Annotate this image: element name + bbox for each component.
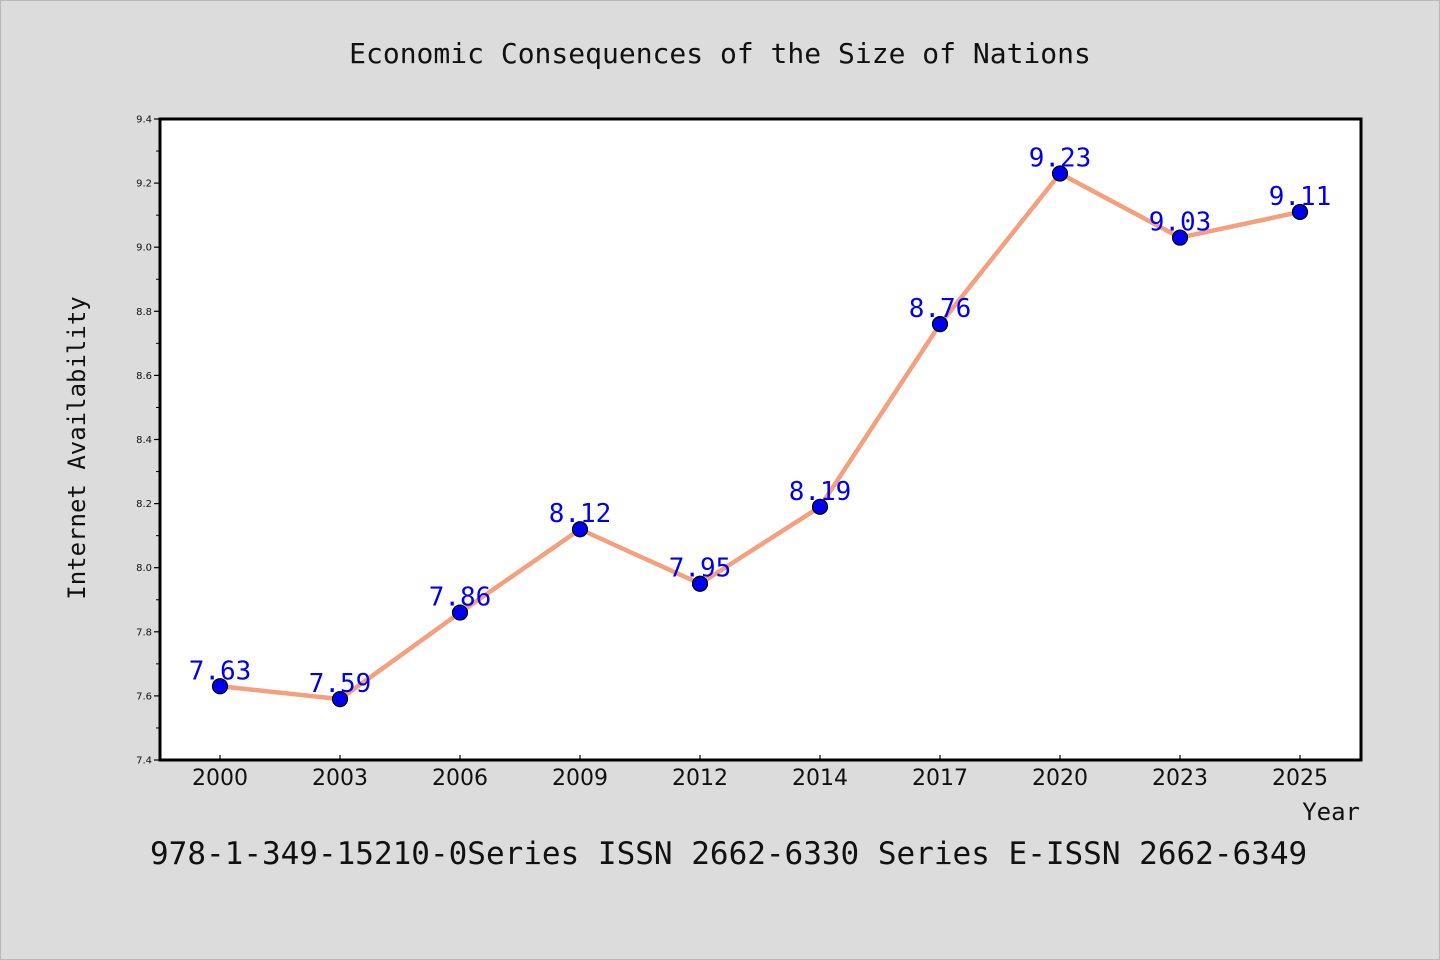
data-label: 7.86 xyxy=(429,583,492,613)
data-label: 9.23 xyxy=(1029,143,1092,173)
data-label: 8.76 xyxy=(909,294,972,324)
data-label: 7.59 xyxy=(309,669,372,699)
y-tick-label: 8.8 xyxy=(136,307,152,318)
y-tick-label: 7.8 xyxy=(136,627,152,638)
x-tick-label: 2020 xyxy=(1032,766,1088,791)
data-label: 8.12 xyxy=(549,499,612,529)
x-tick-label: 2003 xyxy=(312,766,368,791)
x-tick-label: 2017 xyxy=(912,766,968,791)
y-tick-label: 9.4 xyxy=(136,115,152,126)
data-point-marker xyxy=(811,498,829,515)
y-axis-ticks: 7.4 7.6 7.8 8.0 8.2 8.4 8.6 8.8 9.0 9.2 9.4 xyxy=(136,115,160,767)
x-tick-label: 2025 xyxy=(1272,766,1328,791)
y-tick-label: 8.0 xyxy=(136,563,152,574)
data-point-marker xyxy=(931,316,949,333)
x-axis-ticks: 2000 2003 2006 2009 2012 2014 2017 2020 2023 2025 xyxy=(192,755,1328,791)
x-tick-label: 2023 xyxy=(1152,766,1208,791)
data-point-marker xyxy=(1051,165,1069,182)
data-point-marker xyxy=(571,521,589,538)
series-group: 7.63 7.59 7.86 8.12 7.95 8.19 8.76 9.23 9.03 9.11 xyxy=(189,143,1332,708)
y-tick-label: 9.0 xyxy=(136,243,152,254)
y-tick-label: 8.6 xyxy=(136,371,152,382)
data-label: 7.95 xyxy=(669,554,732,584)
data-label: 8.19 xyxy=(789,477,852,507)
x-tick-label: 2014 xyxy=(792,766,848,791)
y-tick-label: 9.2 xyxy=(136,179,152,190)
y-tick-label: 8.2 xyxy=(136,499,152,510)
y-tick-label: 7.4 xyxy=(136,756,152,767)
data-point-marker xyxy=(331,691,349,708)
data-label: 9.11 xyxy=(1269,182,1332,212)
y-axis-label: Internet Availability xyxy=(63,296,91,599)
data-label: 9.03 xyxy=(1149,208,1212,238)
x-tick-label: 2000 xyxy=(192,766,248,791)
data-point-marker xyxy=(211,678,229,695)
y-tick-label: 8.4 xyxy=(136,435,152,446)
data-point-marker xyxy=(1291,203,1309,221)
chart-title: Economic Consequences of the Size of Nat… xyxy=(349,37,1091,70)
y-tick-label: 7.6 xyxy=(136,691,152,702)
x-tick-label: 2012 xyxy=(672,766,728,791)
x-tick-label: 2009 xyxy=(552,766,608,791)
data-point-marker xyxy=(691,575,709,592)
x-tick-label: 2006 xyxy=(432,766,488,791)
data-label: 7.63 xyxy=(189,656,252,686)
footer-text: 978-1-349-15210-0Series ISSN 2662-6330 S… xyxy=(150,836,1307,872)
data-point-marker xyxy=(1171,229,1189,246)
data-point-marker xyxy=(451,604,469,621)
x-axis-label: Year xyxy=(1302,798,1360,826)
series-line xyxy=(219,171,1301,702)
